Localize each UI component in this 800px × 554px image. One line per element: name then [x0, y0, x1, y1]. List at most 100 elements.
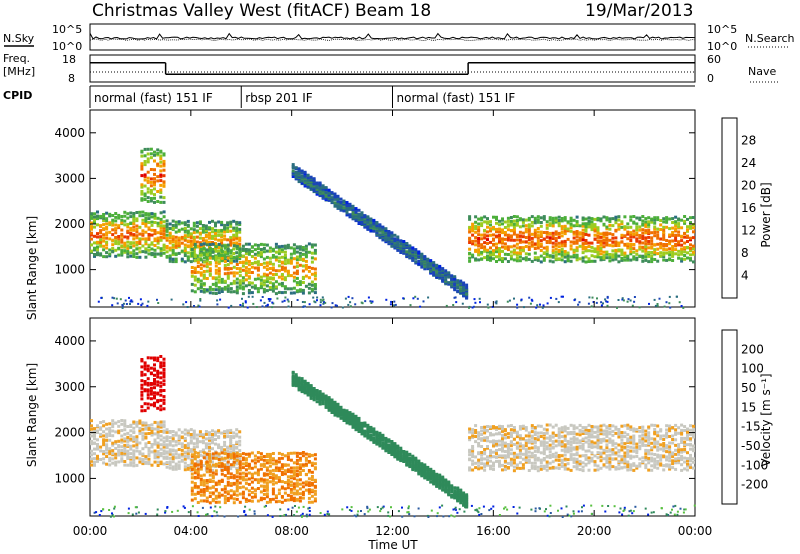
echo-cell: [146, 176, 150, 180]
echo-cell: [560, 225, 564, 229]
echo-cell: [548, 437, 552, 441]
echo-cell: [140, 183, 144, 187]
echo-cell: [414, 248, 418, 252]
echo-cell: [265, 243, 269, 247]
echo-cell: [548, 259, 552, 263]
echo-cell: [512, 250, 516, 254]
echo-cell: [211, 219, 214, 223]
echo-cell: [277, 282, 281, 286]
echo-cell: [429, 260, 433, 264]
echo-cell: [138, 210, 142, 214]
echo-cell: [226, 468, 230, 472]
echo-cell: [617, 218, 621, 222]
echo-cell: [527, 233, 531, 237]
echo-cell: [503, 252, 507, 256]
nsearch-line: [89, 38, 696, 41]
echo-cell: [171, 437, 175, 441]
echo-cell: [593, 217, 597, 221]
echo-cell: [644, 255, 648, 259]
echo-cell: [244, 242, 248, 246]
echo-cell: [149, 152, 153, 156]
echo-cell: [539, 443, 543, 447]
echo-cell: [295, 250, 299, 254]
echo-cell: [677, 240, 681, 244]
echo-cell: [653, 234, 657, 238]
noise-cell: [409, 304, 412, 307]
echo-cell: [471, 452, 475, 456]
echo-cell: [168, 248, 172, 252]
echo-cell: [195, 244, 199, 248]
echo-cell: [435, 273, 439, 277]
noise-cell: [678, 301, 681, 304]
echo-cell: [626, 433, 630, 437]
echo-cell: [223, 237, 227, 241]
echo-cell: [548, 434, 552, 438]
echo-cell: [665, 220, 669, 224]
echo-cell: [244, 284, 248, 288]
echo-cell: [156, 152, 160, 155]
echo-cell: [524, 428, 528, 432]
echo-cell: [671, 245, 675, 248]
echo-cell: [159, 447, 163, 451]
echo-cell: [162, 462, 166, 466]
echo-cell: [193, 497, 197, 501]
echo-cell: [232, 481, 236, 485]
echo-cell: [159, 247, 163, 251]
echo-cell: [495, 455, 498, 459]
echo-cell: [114, 460, 118, 464]
echo-cell: [495, 227, 498, 231]
echo-cell: [140, 174, 144, 178]
echo-cell: [506, 443, 510, 446]
echo-cell: [495, 250, 498, 254]
echo-cell: [524, 218, 528, 222]
echo-cell: [208, 495, 212, 498]
echo-cell: [283, 285, 287, 289]
echo-cell: [298, 258, 302, 261]
noise-cell: [471, 306, 474, 309]
echo-cell: [533, 437, 537, 441]
echo-cell: [126, 452, 130, 456]
echo-cell: [150, 426, 154, 430]
noise-cell: [617, 299, 620, 301]
echo-cell: [199, 483, 203, 487]
echo-cell: [536, 236, 540, 240]
echo-cell: [677, 445, 681, 449]
echo-cell: [554, 257, 558, 261]
echo-cell: [560, 428, 564, 432]
echo-cell: [156, 190, 160, 193]
echo-cell: [304, 259, 308, 263]
echo-cell: [506, 219, 510, 223]
echo-cell: [575, 451, 579, 455]
echo-cell: [208, 478, 212, 482]
echo-cell: [183, 454, 187, 458]
echo-cell: [220, 223, 224, 227]
echo-cell: [156, 241, 160, 245]
echo-cell: [315, 184, 319, 187]
echo-cell: [199, 273, 203, 277]
echo-cell: [196, 257, 200, 261]
echo-cell: [557, 441, 561, 445]
echo-cell: [572, 441, 576, 444]
echo-cell: [232, 435, 236, 439]
echo-cell: [238, 475, 242, 479]
echo-cell: [159, 160, 163, 164]
echo-cell: [539, 467, 543, 471]
echo-cell: [211, 463, 215, 467]
echo-cell: [192, 231, 196, 235]
echo-cell: [498, 459, 501, 463]
echo-cell: [572, 248, 576, 252]
echo-cell: [653, 216, 657, 220]
echo-cell: [129, 215, 133, 219]
echo-cell: [644, 444, 648, 447]
echo-cell: [208, 465, 212, 469]
echo-cell: [641, 259, 645, 263]
echo-cell: [545, 226, 549, 230]
echo-cell: [614, 236, 618, 240]
echo-cell: [384, 233, 388, 237]
echo-cell: [509, 254, 513, 258]
noise-cell: [241, 297, 243, 300]
echo-cell: [223, 250, 227, 254]
echo-cell: [129, 228, 133, 232]
echo-cell: [474, 230, 478, 234]
echo-cell: [153, 432, 157, 436]
